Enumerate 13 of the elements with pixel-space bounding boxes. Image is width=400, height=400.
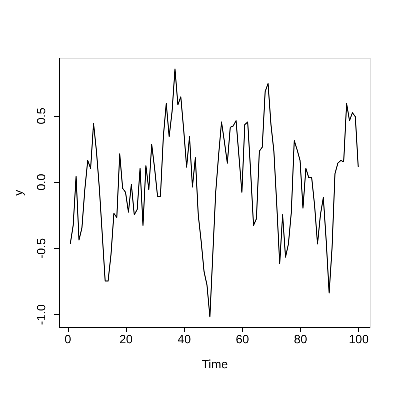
line-series: [70, 68, 359, 318]
x-tick-label: 20: [120, 332, 134, 346]
x-tick-label: 40: [178, 332, 192, 346]
y-axis-title: y: [12, 190, 26, 196]
y-tick-label: -1.0: [34, 304, 48, 326]
x-tick-label: 0: [64, 332, 72, 346]
x-tick-label: 80: [294, 332, 308, 346]
y-tick-label: 0.0: [34, 174, 48, 191]
y-tick-label: 0.5: [34, 107, 48, 124]
x-tick-label: 100: [348, 332, 370, 346]
y-tick-label: -0.5: [34, 238, 48, 259]
x-axis-title: Time: [202, 358, 228, 372]
x-tick-label: 60: [236, 332, 250, 346]
